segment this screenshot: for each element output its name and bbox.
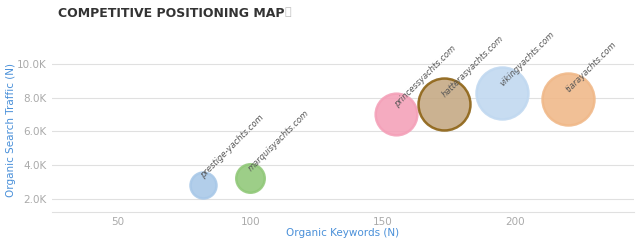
Point (391, 112, 401, 116)
Text: COMPETITIVE POSITIONING MAP: COMPETITIVE POSITIONING MAP (58, 7, 284, 20)
Point (245, 177, 255, 181)
Text: princessyachts.com: princessyachts.com (392, 44, 458, 109)
X-axis label: Organic Keywords (N): Organic Keywords (N) (287, 228, 399, 238)
Point (563, 97, 573, 101)
Point (497, 91, 507, 94)
Text: marquisyachts.com: marquisyachts.com (246, 109, 311, 173)
Text: vikingyachts.com: vikingyachts.com (499, 29, 557, 88)
Text: ⓘ: ⓘ (285, 7, 291, 17)
Point (438, 102, 449, 106)
Y-axis label: Organic Search Traffic (N): Organic Search Traffic (N) (6, 63, 15, 197)
Text: prestige-yachts.com: prestige-yachts.com (199, 113, 266, 180)
Text: hatterasyachts.com: hatterasyachts.com (440, 34, 505, 99)
Text: tiarayachts.com: tiarayachts.com (564, 40, 619, 94)
Point (198, 183, 208, 187)
